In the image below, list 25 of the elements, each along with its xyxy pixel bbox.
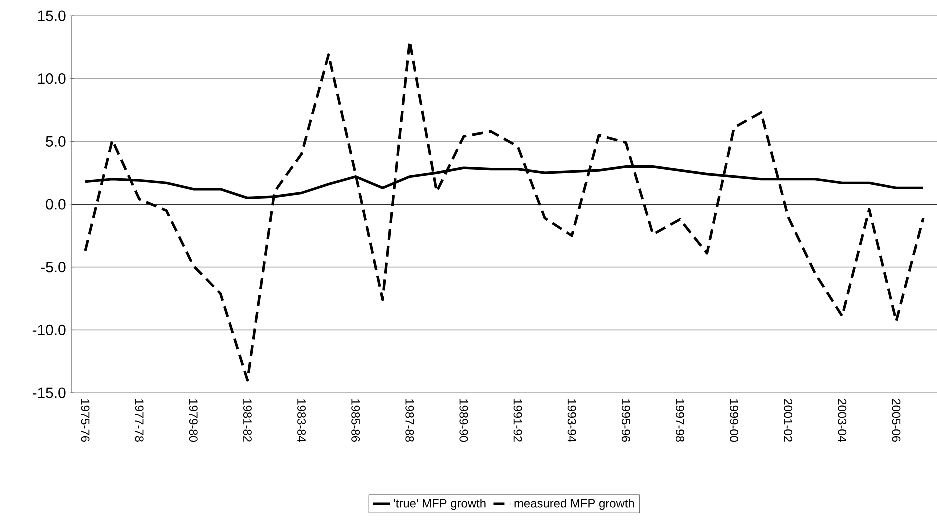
x-tick-label: 1981-82	[243, 400, 252, 442]
legend-label: 'true' MFP growth	[394, 498, 486, 510]
x-tick-label: 1979-80	[189, 400, 198, 442]
x-tick-label: 1989-90	[460, 400, 468, 442]
y-tick-label: -15.0	[32, 388, 66, 398]
x-tick-label: 1985-86	[352, 400, 360, 442]
x-tick-label: 1993-94	[568, 400, 576, 442]
x-tick-label: 1997-98	[676, 400, 684, 442]
x-tick-label: 1987-88	[406, 400, 414, 442]
y-tick-label: 10.0	[38, 74, 66, 84]
y-tick-label: -5.0	[41, 262, 66, 273]
x-tick-label: 1995-96	[622, 400, 630, 442]
x-tick-label: 2003-04	[838, 399, 847, 442]
x-tick-label: 2005-06	[892, 399, 901, 442]
x-tick-label: 1975-76	[81, 400, 90, 442]
x-tick-label: 2001-02	[784, 399, 793, 442]
x-tick-label: 1999-00	[730, 400, 738, 442]
x-tick-label: 1991-92	[514, 400, 522, 442]
y-tick-label: -10.0	[32, 324, 66, 336]
x-tick-label: 1983-84	[298, 400, 306, 442]
x-tick-label: 1977-78	[135, 400, 144, 442]
legend-label: measured MFP growth	[514, 498, 634, 510]
y-tick-label: 5.0	[46, 136, 66, 147]
y-tick-label: 0.0	[46, 199, 66, 210]
y-tick-label: 15.0	[38, 10, 66, 22]
